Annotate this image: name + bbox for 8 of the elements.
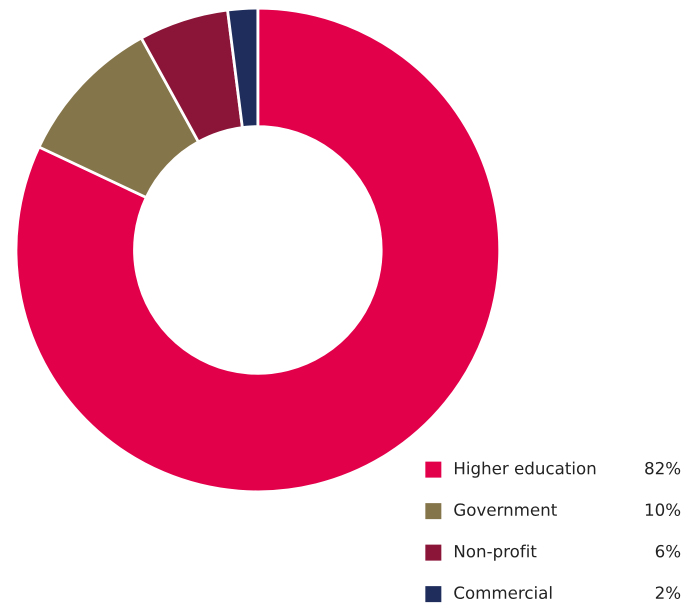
legend-label: Non-profit xyxy=(454,544,536,561)
data-label: 6% xyxy=(656,544,680,558)
data-label: 2% xyxy=(656,586,680,599)
data-label: 10% xyxy=(646,503,680,516)
data-label: 82% xyxy=(645,462,680,474)
legend-label: Commercial xyxy=(454,586,552,599)
legend-label: Government xyxy=(454,503,557,516)
legend-label: Higher education xyxy=(454,462,596,478)
